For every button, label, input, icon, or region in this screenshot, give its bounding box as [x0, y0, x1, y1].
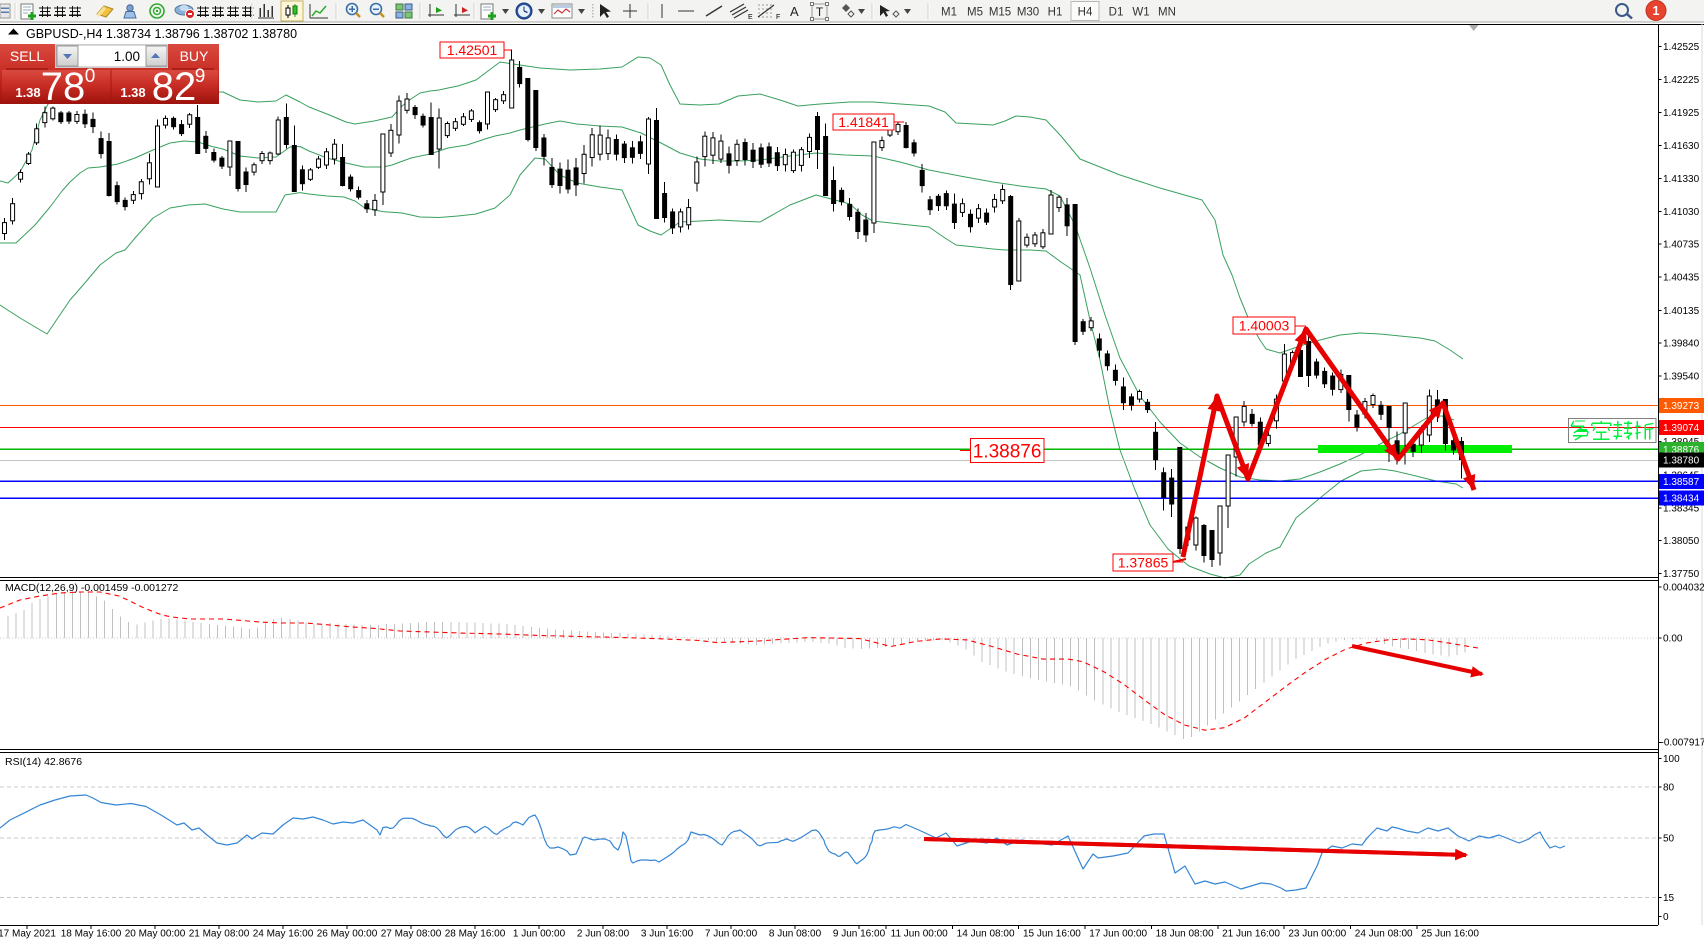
svg-text:F: F — [776, 14, 780, 21]
svg-text:1.38434: 1.38434 — [1663, 494, 1700, 505]
svg-text:1.38876: 1.38876 — [973, 441, 1042, 462]
svg-text:0: 0 — [85, 66, 96, 87]
svg-text:M1: M1 — [941, 7, 957, 19]
svg-text:28 May 16:00: 28 May 16:00 — [445, 929, 506, 940]
svg-text:1.00: 1.00 — [114, 49, 140, 64]
svg-text:8 Jun 08:00: 8 Jun 08:00 — [769, 929, 822, 940]
svg-text:MACD(12,26,9) -0.001459 -0.001: MACD(12,26,9) -0.001459 -0.001272 — [5, 582, 179, 594]
svg-text:27 May 08:00: 27 May 08:00 — [381, 929, 442, 940]
svg-text:M30: M30 — [1017, 7, 1039, 19]
svg-text:1.38587: 1.38587 — [1663, 477, 1700, 488]
svg-text:3 Jun 16:00: 3 Jun 16:00 — [641, 929, 694, 940]
svg-text:D1: D1 — [1109, 7, 1124, 19]
svg-text:RSI(14) 42.8676: RSI(14) 42.8676 — [5, 756, 82, 768]
svg-text:A: A — [790, 4, 799, 19]
svg-text:1.39540: 1.39540 — [1663, 372, 1700, 383]
svg-text:BUY: BUY — [180, 48, 209, 64]
svg-text:1.40435: 1.40435 — [1663, 273, 1700, 284]
svg-text:-0.007917: -0.007917 — [1661, 738, 1704, 749]
svg-text:80: 80 — [1663, 782, 1675, 793]
svg-text:0.00: 0.00 — [1663, 633, 1683, 644]
svg-text:15: 15 — [1663, 893, 1675, 904]
svg-text:1 Jun 00:00: 1 Jun 00:00 — [513, 929, 566, 940]
svg-text:1.40135: 1.40135 — [1663, 306, 1700, 317]
svg-text:78: 78 — [41, 65, 86, 109]
svg-text:1.42225: 1.42225 — [1663, 75, 1700, 86]
svg-text:1.39273: 1.39273 — [1663, 401, 1700, 412]
svg-text:1.41925: 1.41925 — [1663, 108, 1700, 119]
svg-text:1.39840: 1.39840 — [1663, 338, 1700, 349]
svg-text:1.38345: 1.38345 — [1663, 504, 1700, 515]
svg-text:1.38: 1.38 — [120, 85, 145, 100]
svg-text:17 Jun 00:00: 17 Jun 00:00 — [1089, 929, 1147, 940]
svg-text:1: 1 — [1653, 4, 1660, 18]
svg-text:MN: MN — [1158, 7, 1176, 19]
svg-text:1.40735: 1.40735 — [1663, 240, 1700, 251]
svg-text:H1: H1 — [1048, 7, 1063, 19]
svg-text:26 May 00:00: 26 May 00:00 — [317, 929, 378, 940]
svg-text:24 Jun 08:00: 24 Jun 08:00 — [1355, 929, 1413, 940]
svg-text:1.38: 1.38 — [15, 85, 40, 100]
svg-text:1.37865: 1.37865 — [1118, 555, 1169, 571]
svg-text:SELL: SELL — [10, 48, 44, 64]
svg-text:18 May 16:00: 18 May 16:00 — [61, 929, 122, 940]
svg-text:82: 82 — [152, 65, 197, 109]
svg-text:2 Jun 08:00: 2 Jun 08:00 — [577, 929, 630, 940]
svg-text:7 Jun 00:00: 7 Jun 00:00 — [705, 929, 758, 940]
svg-text:14 Jun 08:00: 14 Jun 08:00 — [957, 929, 1015, 940]
svg-text:0: 0 — [1663, 912, 1669, 923]
svg-text:H4: H4 — [1078, 7, 1093, 19]
svg-text:100: 100 — [1663, 754, 1680, 765]
svg-text:T: T — [816, 5, 824, 19]
svg-text:21 May 08:00: 21 May 08:00 — [189, 929, 250, 940]
svg-text:20 May 00:00: 20 May 00:00 — [125, 929, 186, 940]
svg-text:50: 50 — [1663, 833, 1675, 844]
svg-text:1.42525: 1.42525 — [1663, 42, 1700, 53]
svg-text:GBPUSD-,H4 1.38734 1.38796 1.: GBPUSD-,H4 1.38734 1.38796 1.38702 1.387… — [26, 27, 297, 41]
svg-text:15 Jun 16:00: 15 Jun 16:00 — [1023, 929, 1081, 940]
svg-text:25 Jun 16:00: 25 Jun 16:00 — [1421, 929, 1479, 940]
svg-text:M5: M5 — [967, 7, 983, 19]
svg-text:M15: M15 — [989, 7, 1011, 19]
svg-text:1.41030: 1.41030 — [1663, 207, 1700, 218]
svg-text:1.40003: 1.40003 — [1239, 318, 1290, 334]
svg-text:1.37750: 1.37750 — [1663, 569, 1700, 580]
svg-text:0.004032: 0.004032 — [1663, 583, 1704, 594]
svg-text:1.38780: 1.38780 — [1663, 455, 1700, 466]
svg-text:17 May 2021: 17 May 2021 — [0, 929, 56, 940]
svg-text:1.41630: 1.41630 — [1663, 141, 1700, 152]
svg-text:E: E — [748, 14, 753, 21]
svg-text:9 Jun 16:00: 9 Jun 16:00 — [833, 929, 886, 940]
svg-text:23 Jun 00:00: 23 Jun 00:00 — [1288, 929, 1346, 940]
svg-text:1.38876: 1.38876 — [1663, 445, 1700, 456]
svg-text:W1: W1 — [1132, 7, 1149, 19]
svg-text:1.42501: 1.42501 — [447, 42, 498, 58]
svg-text:11 Jun 00:00: 11 Jun 00:00 — [891, 929, 949, 940]
svg-text:1.41330: 1.41330 — [1663, 174, 1700, 185]
svg-text:1.39074: 1.39074 — [1663, 423, 1700, 434]
svg-text:21 Jun 16:00: 21 Jun 16:00 — [1222, 929, 1280, 940]
svg-text:9: 9 — [195, 66, 206, 87]
svg-text:1.38050: 1.38050 — [1663, 536, 1700, 547]
svg-text:1.41841: 1.41841 — [838, 114, 889, 130]
svg-text:24 May 16:00: 24 May 16:00 — [253, 929, 314, 940]
svg-text:18 Jun 08:00: 18 Jun 08:00 — [1156, 929, 1214, 940]
